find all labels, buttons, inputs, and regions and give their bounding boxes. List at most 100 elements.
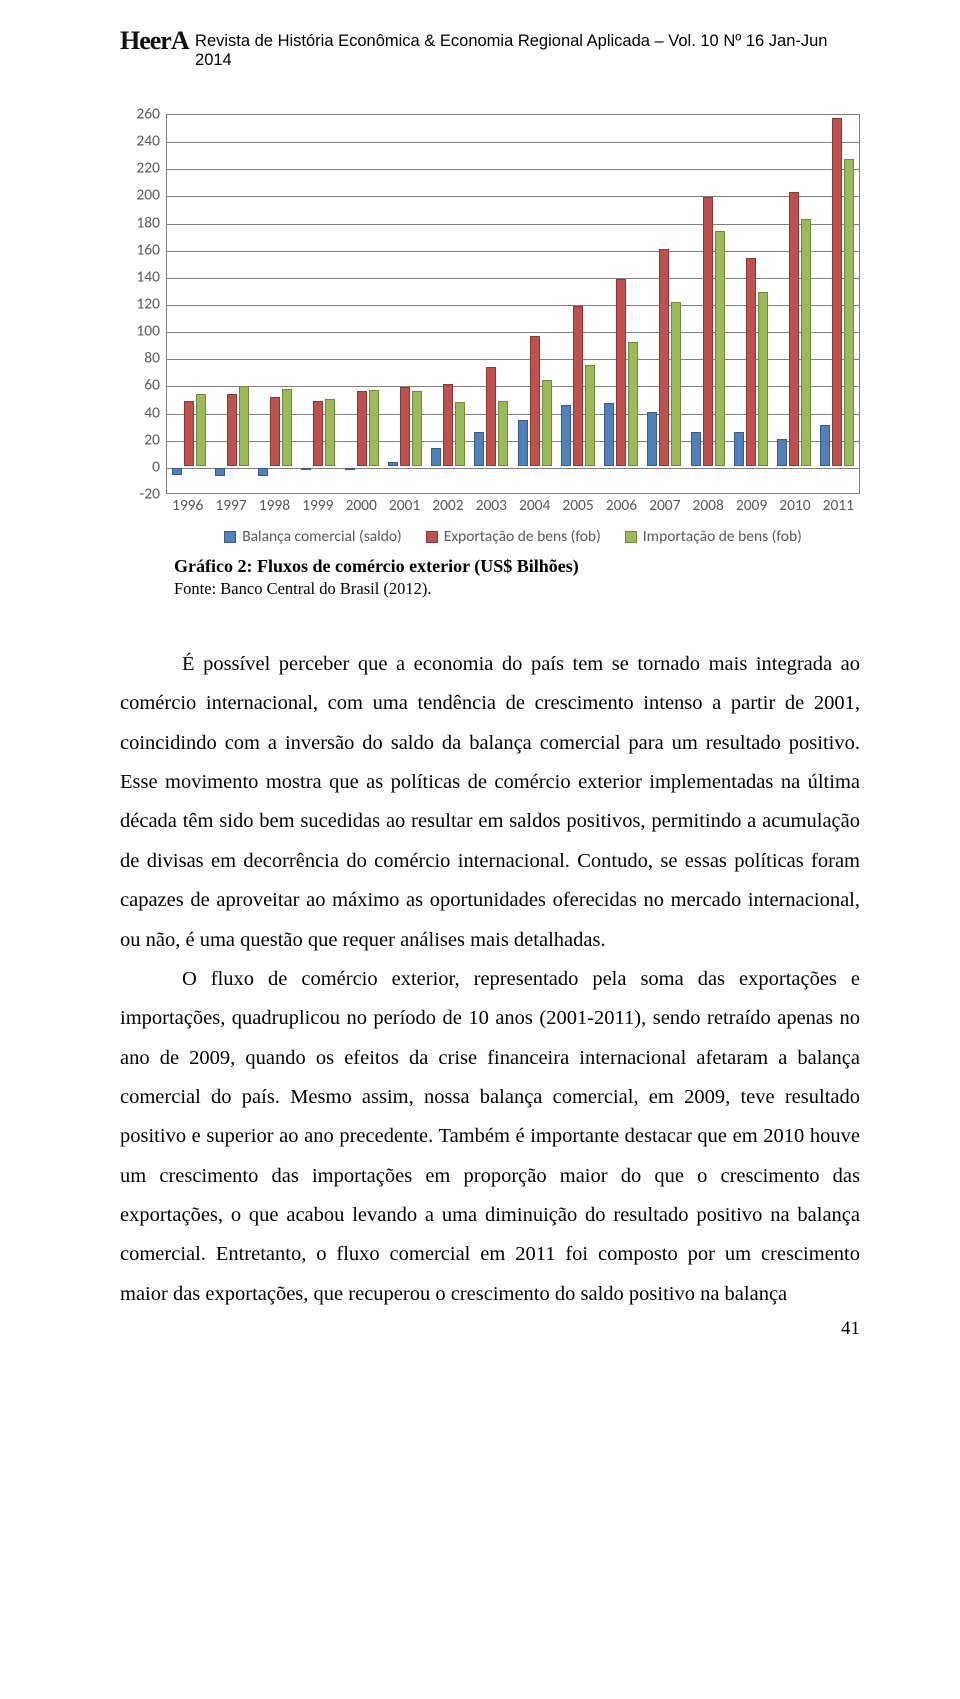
bar-balanca: [777, 439, 787, 466]
bar-exportacao: [616, 279, 626, 466]
bar-exportacao: [703, 197, 713, 466]
caption-title: Gráfico 2: Fluxos de comércio exterior (…: [174, 556, 860, 577]
x-tick-label: 2009: [730, 494, 773, 515]
bar-importacao: [282, 389, 292, 466]
x-tick-label: 2001: [383, 494, 426, 515]
x-tick-label: 2000: [340, 494, 383, 515]
chart-legend: Balança comercial (saldo) Exportação de …: [166, 527, 860, 546]
bar-importacao: [715, 231, 725, 466]
y-tick-label: 80: [120, 349, 160, 368]
x-tick-label: 1998: [253, 494, 296, 515]
x-tick-label: 1999: [296, 494, 339, 515]
y-tick-label: 180: [120, 213, 160, 232]
year-column: [167, 115, 210, 493]
page: HeerA Revista de História Econômica & Ec…: [0, 0, 960, 1354]
chart-y-axis: -20020406080100120140160180200220240260: [120, 114, 166, 494]
page-number: 41: [841, 1318, 860, 1340]
y-tick-label: -20: [120, 485, 160, 504]
chart-plot-area: [166, 114, 860, 494]
chart-caption: Gráfico 2: Fluxos de comércio exterior (…: [174, 556, 860, 599]
legend-swatch-exportacao: [426, 531, 438, 543]
year-column: [513, 115, 556, 493]
legend-label: Importação de bens (fob): [643, 527, 802, 546]
bar-importacao: [542, 380, 552, 466]
y-tick-label: 20: [120, 430, 160, 449]
bar-balanca: [172, 468, 182, 475]
chart-grafico-2: -20020406080100120140160180200220240260 …: [120, 114, 860, 546]
year-column: [643, 115, 686, 493]
y-tick-label: 120: [120, 295, 160, 314]
bar-importacao: [498, 401, 508, 466]
y-tick-label: 260: [120, 105, 160, 124]
bar-balanca: [301, 468, 311, 470]
bar-importacao: [239, 386, 249, 466]
bar-importacao: [412, 391, 422, 466]
bar-balanca: [561, 405, 571, 466]
bar-importacao: [758, 292, 768, 466]
legend-label: Balança comercial (saldo): [242, 527, 402, 546]
y-tick-label: 240: [120, 132, 160, 151]
bar-balanca: [431, 448, 441, 466]
y-tick-label: 100: [120, 322, 160, 341]
x-tick-label: 2010: [773, 494, 816, 515]
journal-title: Revista de História Econômica & Economia…: [193, 26, 860, 70]
x-tick-label: 2003: [470, 494, 513, 515]
bar-exportacao: [443, 384, 453, 465]
year-column: [427, 115, 470, 493]
bar-exportacao: [832, 118, 842, 465]
bar-importacao: [801, 219, 811, 466]
y-tick-label: 200: [120, 186, 160, 205]
bar-importacao: [628, 342, 638, 466]
page-header: HeerA Revista de História Econômica & Ec…: [120, 0, 860, 70]
bar-importacao: [455, 402, 465, 466]
y-tick-label: 220: [120, 159, 160, 178]
body-text: É possível perceber que a economia do pa…: [120, 645, 860, 1314]
x-tick-label: 1997: [209, 494, 252, 515]
x-tick-label: 2004: [513, 494, 556, 515]
year-column: [816, 115, 859, 493]
bar-exportacao: [659, 249, 669, 466]
y-tick-label: 140: [120, 267, 160, 286]
year-column: [686, 115, 729, 493]
year-column: [254, 115, 297, 493]
y-tick-label: 60: [120, 376, 160, 395]
legend-item-balanca: Balança comercial (saldo): [224, 527, 402, 546]
x-tick-label: 2007: [643, 494, 686, 515]
bar-balanca: [474, 432, 484, 466]
bar-balanca: [820, 425, 830, 466]
bar-balanca: [691, 432, 701, 466]
bar-balanca: [734, 432, 744, 466]
year-column: [556, 115, 599, 493]
y-tick-label: 40: [120, 403, 160, 422]
year-column: [340, 115, 383, 493]
year-column: [210, 115, 253, 493]
bar-balanca: [647, 412, 657, 466]
paragraph-1: É possível perceber que a economia do pa…: [120, 645, 860, 960]
bar-exportacao: [746, 258, 756, 466]
bar-balanca: [518, 420, 528, 466]
y-tick-label: 160: [120, 240, 160, 259]
bar-exportacao: [400, 387, 410, 466]
bar-balanca: [215, 468, 225, 476]
bar-exportacao: [530, 336, 540, 466]
journal-logo: HeerA: [120, 26, 193, 62]
bar-balanca: [345, 468, 355, 470]
bar-exportacao: [789, 192, 799, 466]
year-column: [729, 115, 772, 493]
bar-balanca: [258, 468, 268, 476]
legend-item-importacao: Importação de bens (fob): [625, 527, 802, 546]
logo-text: HeerA: [120, 26, 189, 55]
y-tick-label: 0: [120, 457, 160, 476]
x-tick-label: 1996: [166, 494, 209, 515]
year-column: [773, 115, 816, 493]
bar-balanca: [388, 462, 398, 466]
bar-balanca: [604, 403, 614, 465]
bar-exportacao: [486, 367, 496, 466]
legend-item-exportacao: Exportação de bens (fob): [426, 527, 601, 546]
bar-importacao: [325, 399, 335, 466]
bar-importacao: [585, 365, 595, 465]
year-column: [470, 115, 513, 493]
x-tick-label: 2011: [817, 494, 860, 515]
legend-swatch-balanca: [224, 531, 236, 543]
legend-label: Exportação de bens (fob): [444, 527, 601, 546]
